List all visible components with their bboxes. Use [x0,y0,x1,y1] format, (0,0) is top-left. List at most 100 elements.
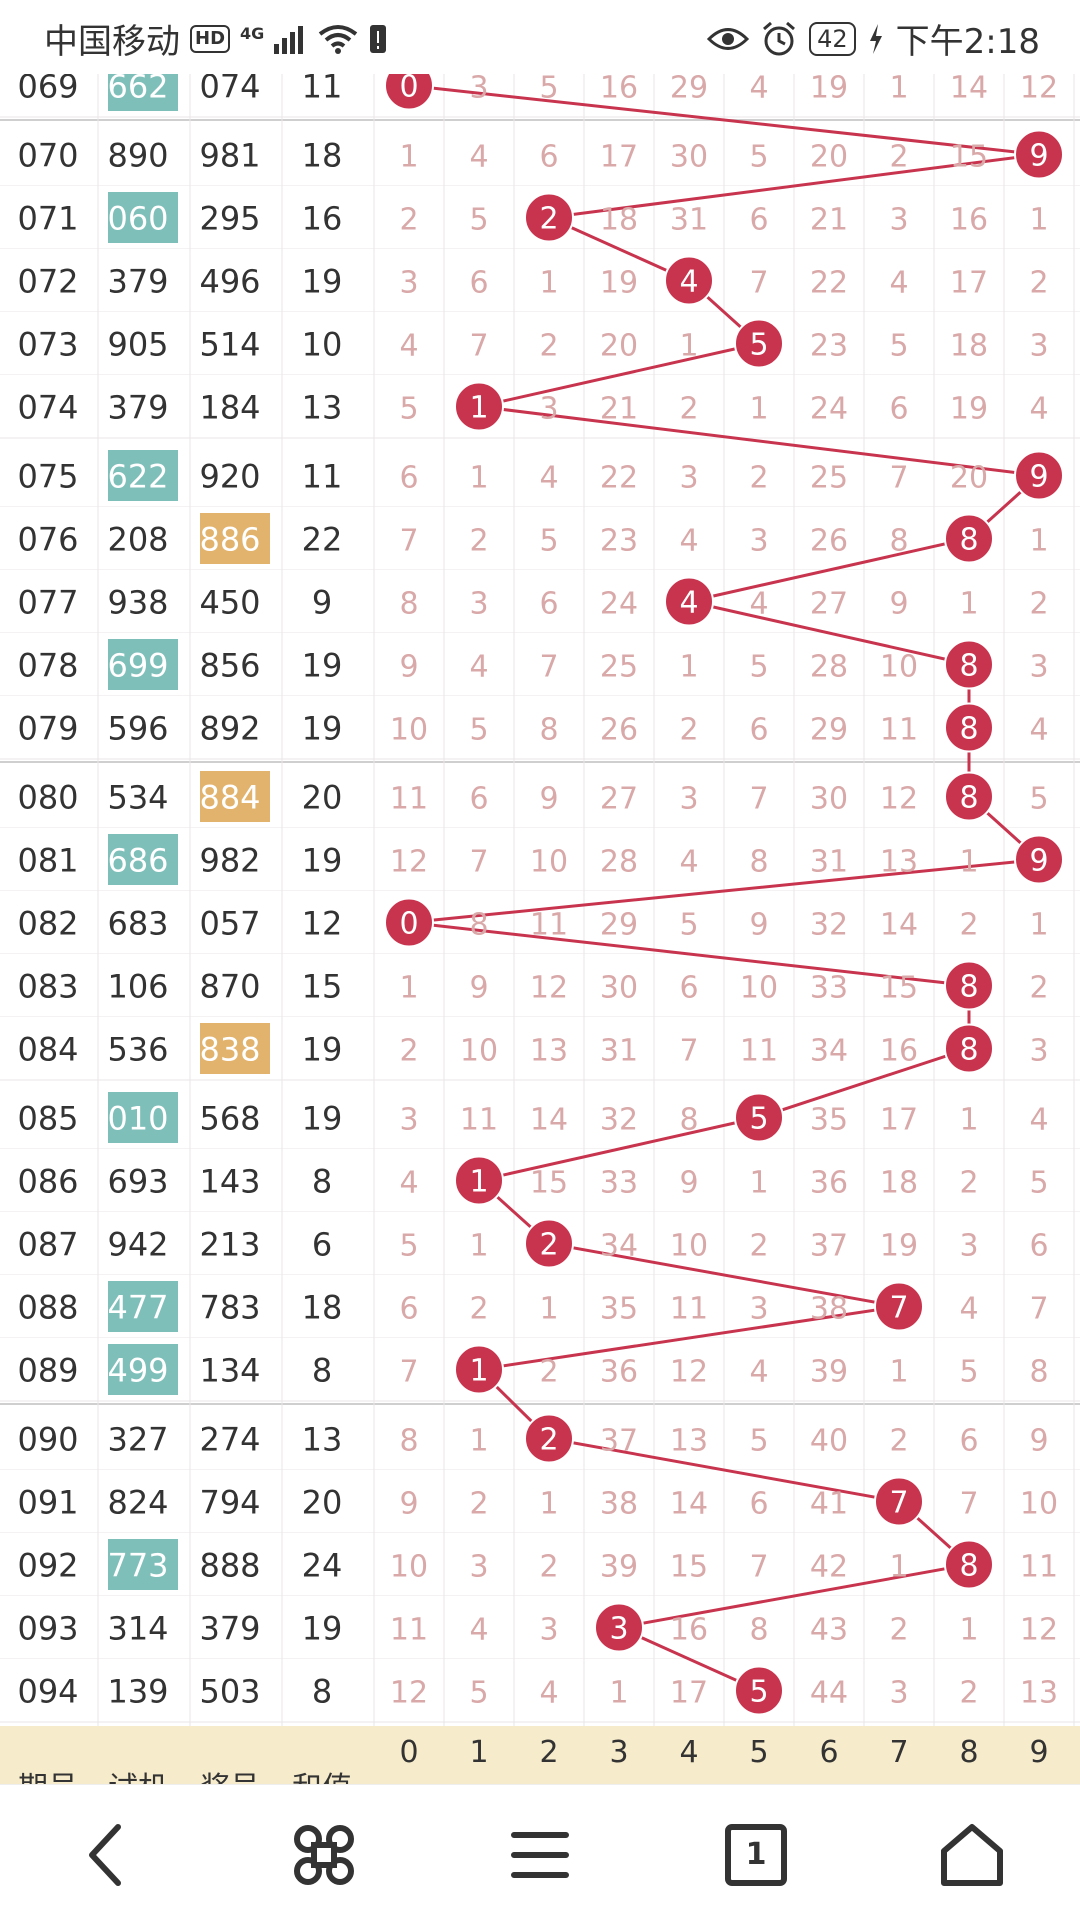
miss-count-cell: 3 [469,1550,488,1585]
miss-count-cell: 8 [749,1613,768,1648]
period-cell: 074 [17,389,78,427]
hit-ball: 8 [944,639,994,690]
test-number-cell: 477 [107,1289,168,1327]
sum-cell: 9 [312,584,332,622]
miss-count-cell: 42 [810,1550,848,1585]
clock: 下午2:18 [895,22,1040,62]
miss-count-cell: 1 [539,1487,558,1522]
hit-ball: 1 [454,381,504,432]
miss-count-cell: 5 [469,1676,488,1711]
miss-count-cell: 6 [399,461,418,496]
miss-count-cell: 7 [749,266,768,301]
table-row: 069 662 074 11 3 5 16 29 4 19 1 14 12 [17,74,1058,111]
miss-count-cell: 4 [469,1613,488,1648]
miss-count-cell: 9 [539,782,558,817]
miss-count-cell: 5 [539,524,558,559]
miss-count-cell: 1 [539,266,558,301]
miss-count-cell: 3 [889,203,908,238]
hit-ball: 8 [944,1023,994,1074]
navigation-bar: 1 [0,1784,1080,1921]
draw-number-cell: 184 [199,389,260,427]
period-cell: 077 [17,584,78,622]
footer-digit: 9 [1029,1735,1048,1770]
back-icon[interactable] [68,1815,148,1895]
miss-count-cell: 21 [810,203,848,238]
tabs-icon [725,1824,787,1886]
footer-digit: 8 [959,1735,978,1770]
miss-count-cell: 15 [880,971,918,1006]
home-icon[interactable] [932,1815,1012,1895]
miss-count-cell: 1 [609,1676,628,1711]
trend-table[interactable]: 069 662 074 11 3 5 16 29 4 19 1 14 12 070 890 981 18 1 4 6 1… [0,74,1080,1784]
draw-number-cell: 794 [199,1484,260,1522]
test-number-cell: 010 [107,1100,168,1138]
test-number-cell: 314 [107,1610,168,1648]
miss-count-cell: 7 [1029,1292,1048,1327]
miss-count-cell: 1 [749,1166,768,1201]
tabs-button[interactable]: 1 [716,1815,796,1895]
miss-count-cell: 34 [600,1229,638,1264]
miss-count-cell: 10 [740,971,778,1006]
menu-icon[interactable] [500,1815,580,1895]
miss-count-cell: 12 [880,782,918,817]
miss-count-cell: 36 [810,1166,848,1201]
miss-count-cell: 25 [810,461,848,496]
miss-count-cell: 29 [670,74,708,106]
table-row: 076 208 886 22 7 2 5 23 4 3 26 8 1 [17,513,1049,564]
draw-number-cell: 274 [199,1421,260,1459]
miss-count-cell: 14 [670,1487,708,1522]
sum-cell: 8 [312,1163,332,1201]
miss-count-cell: 34 [810,1034,848,1069]
period-cell: 082 [17,905,78,943]
draw-number-cell: 981 [199,137,260,175]
test-number-cell: 208 [107,521,168,559]
miss-count-cell: 5 [1029,782,1048,817]
miss-count-cell: 4 [539,461,558,496]
miss-count-cell: 6 [539,140,558,175]
sum-cell: 22 [302,521,343,559]
hit-ball: 8 [944,513,994,564]
miss-count-cell: 5 [959,1355,978,1390]
miss-count-cell: 2 [469,1292,488,1327]
test-number-cell: 693 [107,1163,168,1201]
miss-count-cell: 4 [1029,392,1048,427]
sum-cell: 19 [302,647,343,685]
test-number-cell: 060 [107,200,168,238]
test-number-cell: 379 [107,263,168,301]
highlight-bg [108,1092,178,1143]
period-cell: 093 [17,1610,78,1648]
miss-count-cell: 7 [679,1034,698,1069]
miss-count-cell: 4 [679,845,698,880]
miss-count-cell: 8 [539,713,558,748]
miss-count-cell: 15 [670,1550,708,1585]
alarm-icon [763,21,796,55]
draw-number-cell: 295 [199,200,260,238]
draw-number-cell: 856 [199,647,260,685]
draw-number-cell: 568 [199,1100,260,1138]
period-cell: 086 [17,1163,78,1201]
miss-count-cell: 1 [1029,203,1048,238]
miss-count-cell: 2 [749,1229,768,1264]
miss-count-cell: 1 [469,1424,488,1459]
draw-number-cell: 870 [199,968,260,1006]
miss-count-cell: 5 [749,1424,768,1459]
miss-count-cell: 30 [810,782,848,817]
period-cell: 085 [17,1100,78,1138]
miss-count-cell: 4 [399,329,418,364]
battery-level: 42 [809,21,856,56]
miss-count-cell: 2 [399,203,418,238]
hit-digit: 9 [1029,844,1048,879]
miss-count-cell: 18 [880,1166,918,1201]
alert-icon [370,24,387,53]
test-number-cell: 942 [107,1226,168,1264]
draw-number-cell: 514 [199,326,260,364]
period-cell: 079 [17,710,78,748]
miss-count-cell: 1 [749,392,768,427]
footer-digit: 5 [749,1735,768,1770]
network-label: 4G [240,24,265,43]
command-icon[interactable] [284,1815,364,1895]
miss-count-cell: 3 [469,74,488,106]
miss-count-cell: 15 [530,1166,568,1201]
draw-number-cell: 886 [199,521,260,559]
draw-number-cell: 057 [199,905,260,943]
